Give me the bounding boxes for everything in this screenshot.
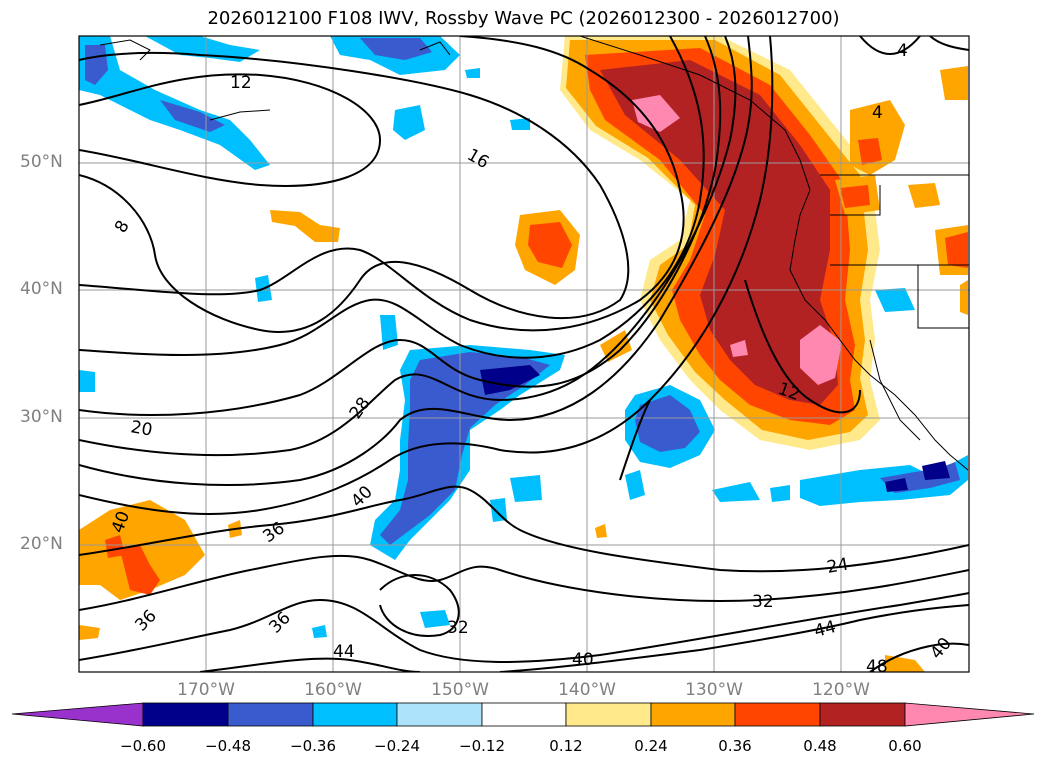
colorbar-swatch bbox=[819, 702, 906, 727]
contour-label: 48 bbox=[866, 657, 888, 677]
positive-anomaly-darkred bbox=[600, 60, 838, 405]
contour-label: 16 bbox=[464, 145, 493, 173]
contour-label: 32 bbox=[447, 618, 469, 638]
lon-label-150w: 150°W bbox=[431, 680, 489, 700]
contour-label: 4 bbox=[872, 103, 883, 123]
colorbar-swatch bbox=[650, 702, 736, 727]
colorbar-swatch bbox=[312, 702, 398, 727]
colorbar-extend-high bbox=[904, 702, 1035, 727]
lat-label-20: 20°N bbox=[20, 534, 63, 554]
lon-label-160w: 160°W bbox=[304, 680, 362, 700]
contour-label: 44 bbox=[333, 642, 355, 662]
colorbar-tick: 0.12 bbox=[549, 737, 583, 755]
coastlines bbox=[99, 36, 969, 471]
contour-label: 40 bbox=[572, 650, 594, 670]
lon-label-130w: 130°W bbox=[685, 680, 743, 700]
contour-label: 8 bbox=[111, 217, 134, 236]
colorbar-swatch bbox=[227, 702, 314, 727]
colorbar-tick: −0.36 bbox=[290, 737, 336, 755]
colorbar-swatch bbox=[481, 702, 567, 727]
shaded-fields bbox=[79, 36, 968, 672]
colorbar-tick: −0.60 bbox=[120, 737, 166, 755]
contour-label: 36 bbox=[131, 606, 160, 635]
lon-label-170w: 170°W bbox=[177, 680, 235, 700]
contour-label: 44 bbox=[812, 617, 838, 642]
lat-label-30: 30°N bbox=[20, 407, 63, 427]
lat-label-40: 40°N bbox=[20, 279, 63, 299]
colorbar-extend-low bbox=[11, 702, 144, 727]
lat-label-50: 50°N bbox=[20, 152, 63, 172]
colorbar bbox=[11, 702, 1035, 727]
colorbar-tick: −0.12 bbox=[459, 737, 505, 755]
contour-label: 32 bbox=[752, 592, 774, 612]
contour-label: 20 bbox=[129, 417, 154, 440]
colorbar-swatch bbox=[734, 702, 821, 727]
colorbar-tick: 0.24 bbox=[634, 737, 668, 755]
plot-frame bbox=[78, 35, 970, 673]
contour-label: 4 bbox=[897, 41, 908, 61]
contours bbox=[79, 36, 969, 672]
colorbar-swatch bbox=[396, 702, 483, 727]
contour-label: 40 bbox=[927, 634, 956, 663]
map-title: 2026012100 F108 IWV, Rossby Wave PC (202… bbox=[207, 8, 840, 29]
lon-label-120w: 120°W bbox=[812, 680, 870, 700]
colorbar-swatch bbox=[142, 702, 229, 727]
contour-label: 36 bbox=[265, 608, 294, 637]
positive-anomaly-pink3 bbox=[730, 340, 748, 357]
colorbar-tick: −0.24 bbox=[374, 737, 420, 755]
colorbar-swatch bbox=[565, 702, 652, 727]
colorbar-tick: 0.36 bbox=[718, 737, 752, 755]
lon-label-140w: 140°W bbox=[558, 680, 616, 700]
contour-label: 12 bbox=[230, 73, 252, 93]
contour-label: 40 bbox=[347, 482, 376, 511]
positive-anomaly-pink2 bbox=[800, 325, 842, 385]
colorbar-tick: 0.60 bbox=[888, 737, 922, 755]
colorbar-tick: −0.48 bbox=[205, 737, 251, 755]
positive-anomaly-pink1 bbox=[632, 95, 680, 132]
colorbar-tick: 0.48 bbox=[803, 737, 837, 755]
contour-label: 24 bbox=[825, 554, 850, 577]
